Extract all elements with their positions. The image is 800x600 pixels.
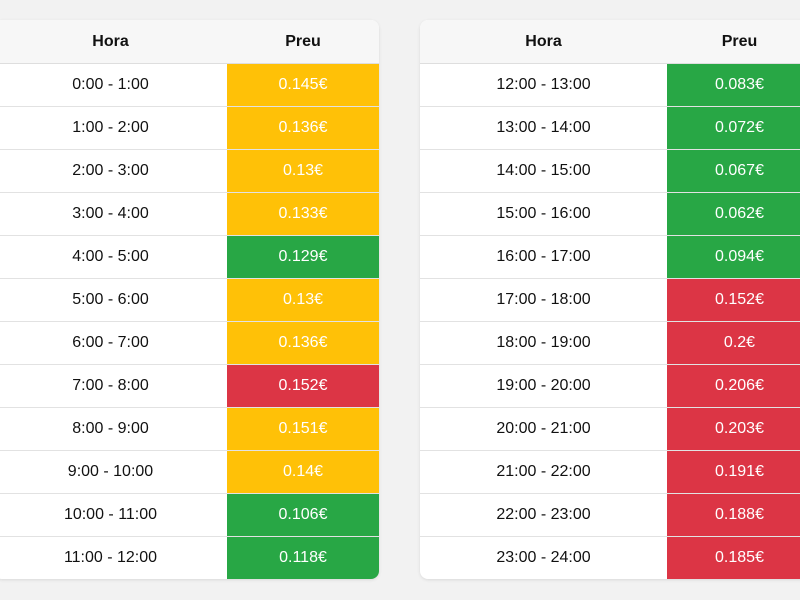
price-cell: 0.145€ [227, 63, 379, 107]
hour-cell: 17:00 - 18:00 [420, 278, 667, 322]
price-column-header: Preu [667, 20, 800, 64]
table-row: 3:00 - 4:00 0.133€ [0, 192, 379, 236]
price-cell: 0.206€ [667, 364, 800, 408]
hour-cell: 5:00 - 6:00 [0, 278, 227, 322]
hour-cell: 2:00 - 3:00 [0, 149, 227, 193]
hour-cell: 13:00 - 14:00 [420, 106, 667, 150]
table-row: 7:00 - 8:00 0.152€ [0, 364, 379, 408]
table-row: 2:00 - 3:00 0.13€ [0, 149, 379, 193]
table-row: 1:00 - 2:00 0.136€ [0, 106, 379, 150]
price-column-header: Preu [227, 20, 379, 64]
price-table-card-afternoon: Hora Preu 12:00 - 13:00 0.083€ 13:00 - 14:… [420, 20, 800, 579]
hour-cell: 22:00 - 23:00 [420, 493, 667, 537]
table-row: 6:00 - 7:00 0.136€ [0, 321, 379, 365]
price-cell: 0.152€ [667, 278, 800, 322]
price-cell: 0.13€ [227, 149, 379, 193]
table-row: 14:00 - 15:00 0.067€ [420, 149, 800, 193]
table-row: 9:00 - 10:00 0.14€ [0, 450, 379, 494]
hour-cell: 4:00 - 5:00 [0, 235, 227, 279]
hour-cell: 9:00 - 10:00 [0, 450, 227, 494]
table-row: 0:00 - 1:00 0.145€ [0, 63, 379, 107]
hour-column-header: Hora [420, 20, 667, 64]
table-row: 20:00 - 21:00 0.203€ [420, 407, 800, 451]
price-cell: 0.067€ [667, 149, 800, 193]
price-cell: 0.152€ [227, 364, 379, 408]
table-row: 10:00 - 11:00 0.106€ [0, 493, 379, 537]
price-cell: 0.203€ [667, 407, 800, 451]
table-row: 22:00 - 23:00 0.188€ [420, 493, 800, 537]
hour-cell: 16:00 - 17:00 [420, 235, 667, 279]
price-table-card-morning: Hora Preu 0:00 - 1:00 0.145€ 1:00 - 2:00 0.… [0, 20, 379, 579]
price-cell: 0.062€ [667, 192, 800, 236]
hour-cell: 8:00 - 9:00 [0, 407, 227, 451]
table-row: 12:00 - 13:00 0.083€ [420, 63, 800, 107]
price-cell: 0.2€ [667, 321, 800, 365]
price-cell: 0.191€ [667, 450, 800, 494]
table-row: 23:00 - 24:00 0.185€ [420, 536, 800, 579]
hour-cell: 11:00 - 12:00 [63, 549, 158, 566]
table-row: 19:00 - 20:00 0.206€ [420, 364, 800, 408]
price-table-morning: Hora Preu 0:00 - 1:00 0.145€ 1:00 - 2:00 0.… [0, 20, 379, 579]
hour-cell: 21:00 - 22:00 [420, 450, 667, 494]
price-cell: 0.136€ [227, 321, 379, 365]
price-cell: 0.072€ [667, 106, 800, 150]
price-cell: 0.188€ [667, 493, 800, 537]
hour-cell: 10:00 - 11:00 [0, 493, 227, 537]
price-cell: 0.185€ [667, 536, 800, 579]
hour-cell: 1:00 - 2:00 [0, 106, 227, 150]
table-header-row: Hora Preu [420, 20, 800, 64]
table-row: 21:00 - 22:00 0.191€ [420, 450, 800, 494]
price-table-afternoon: Hora Preu 12:00 - 13:00 0.083€ 13:00 - 14:… [420, 20, 800, 579]
table-row: 5:00 - 6:00 0.13€ [0, 278, 379, 322]
price-cell: 0.129€ [227, 235, 379, 279]
price-cell: 0.136€ [227, 106, 379, 150]
hour-cell: 12:00 - 13:00 [420, 63, 667, 107]
hour-cell: 23:00 - 24:00 [496, 549, 591, 566]
hour-cell: 0:00 - 1:00 [0, 63, 227, 107]
table-row: 13:00 - 14:00 0.072€ [420, 106, 800, 150]
table-row: 4:00 - 5:00 0.129€ [0, 235, 379, 279]
hour-cell: 15:00 - 16:00 [420, 192, 667, 236]
table-row: 16:00 - 17:00 0.094€ [420, 235, 800, 279]
price-cell: 0.106€ [227, 493, 379, 537]
hour-cell: 6:00 - 7:00 [0, 321, 227, 365]
price-cell: 0.094€ [667, 235, 800, 279]
price-cell: 0.083€ [667, 63, 800, 107]
hour-cell: 7:00 - 8:00 [0, 364, 227, 408]
price-cell: 0.13€ [227, 278, 379, 322]
table-row: 11:00 - 12:00 0.118€ [0, 536, 379, 579]
hour-cell: 18:00 - 19:00 [420, 321, 667, 365]
hour-cell: 20:00 - 21:00 [420, 407, 667, 451]
hour-cell: 19:00 - 20:00 [420, 364, 667, 408]
hour-cell: 14:00 - 15:00 [420, 149, 667, 193]
price-cell: 0.14€ [227, 450, 379, 494]
table-header-row: Hora Preu [0, 20, 379, 64]
price-cell: 0.133€ [227, 192, 379, 236]
table-row: 15:00 - 16:00 0.062€ [420, 192, 800, 236]
price-cell: 0.151€ [227, 407, 379, 451]
hour-cell: 3:00 - 4:00 [0, 192, 227, 236]
table-row: 8:00 - 9:00 0.151€ [0, 407, 379, 451]
table-row: 17:00 - 18:00 0.152€ [420, 278, 800, 322]
price-cell: 0.118€ [227, 536, 379, 579]
hour-column-header: Hora [0, 20, 227, 64]
table-row: 18:00 - 19:00 0.2€ [420, 321, 800, 365]
